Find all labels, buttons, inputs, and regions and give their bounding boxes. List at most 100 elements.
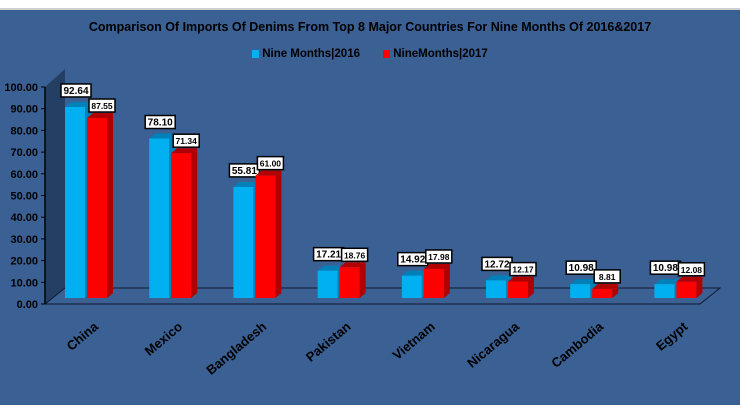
x-tick-label: Bangladesh	[203, 319, 269, 378]
data-label: 8.81	[599, 272, 616, 282]
data-label-box	[677, 262, 706, 277]
data-label-box	[565, 260, 597, 275]
data-label: 10.98	[653, 263, 678, 274]
data-label-box	[425, 249, 453, 264]
bar-side	[359, 262, 366, 298]
data-label: 12.17	[512, 265, 534, 275]
bar-top	[592, 283, 619, 289]
y-tick-label: 70.00	[10, 147, 38, 159]
bar-top	[508, 276, 534, 282]
chart-area: Comparison Of Imports Of Denims From Top…	[0, 10, 740, 405]
bar-top	[65, 101, 91, 107]
y-tick-label: 10.00	[10, 277, 38, 289]
y-tick-label: 40.00	[10, 212, 38, 224]
legend-swatch	[252, 50, 260, 58]
bar-side	[443, 263, 450, 298]
data-label: 12.08	[681, 265, 703, 275]
y-tick-label: 80.00	[10, 125, 38, 137]
bar-bangladesh-2017	[255, 175, 276, 298]
bar-side	[107, 113, 113, 298]
bar-mexico-2016	[149, 138, 170, 298]
bar-egypt-2016	[654, 284, 675, 298]
bar-side	[612, 283, 619, 298]
bar-top	[401, 270, 428, 276]
bar-nicaragua-2016	[486, 280, 506, 298]
data-label-box	[228, 163, 261, 178]
bar-side	[191, 148, 198, 298]
bar-nicaragua-2017	[508, 281, 528, 298]
bar-cambodia-2016	[570, 284, 591, 298]
bar-china-2017	[87, 118, 107, 298]
bar-bangladesh-2016	[233, 186, 254, 298]
bar-top	[255, 170, 282, 176]
data-label-box	[172, 133, 200, 148]
legend-item-2017: NineMonths|2017	[383, 48, 488, 60]
x-tick-label: Nicaragua	[464, 318, 522, 370]
data-label: 12.72	[484, 259, 509, 270]
bar-side	[275, 170, 282, 298]
bar-top	[233, 181, 260, 187]
bar-pakistan-2016	[317, 270, 338, 298]
data-label-box	[144, 114, 176, 130]
bar-side	[696, 276, 703, 298]
x-tick-label: Pakistan	[303, 319, 354, 365]
bar-top	[654, 279, 681, 285]
chart-title: Comparison Of Imports Of Denims From Top…	[88, 20, 652, 34]
data-label-box	[340, 247, 369, 263]
bar-top	[339, 262, 366, 268]
legend-label: NineMonths|2017	[393, 48, 488, 60]
data-label: 55.81	[232, 166, 257, 177]
side-wall	[45, 69, 65, 304]
data-label: 71.34	[176, 136, 198, 146]
bar-vietnam-2016	[401, 275, 422, 298]
bar-egypt-2017	[676, 281, 697, 298]
bar-side	[528, 276, 534, 298]
x-tick-label: China	[64, 318, 102, 353]
x-tick-label: Vietnam	[390, 319, 438, 363]
data-label: 17.21	[316, 250, 341, 261]
y-tick-label: 30.00	[10, 234, 38, 246]
bar-top	[423, 263, 450, 269]
x-tick-label: Mexico	[142, 319, 185, 359]
floor	[43, 287, 722, 305]
y-tick-label: 20.00	[10, 256, 38, 268]
data-label-box	[88, 98, 116, 113]
data-label: 14.92	[400, 255, 425, 266]
x-tick-label: Cambodia	[548, 318, 606, 370]
data-label-box	[60, 83, 92, 98]
bar-top	[171, 148, 198, 154]
legend-swatch	[383, 50, 391, 58]
data-label: 78.10	[148, 118, 173, 129]
data-label: 17.98	[428, 252, 450, 262]
y-tick-label: 60.00	[10, 169, 38, 181]
y-tick-label: 90.00	[10, 104, 38, 116]
legend: Nine Months|2016 NineMonths|2017	[0, 48, 740, 60]
bar-cambodia-2017	[592, 288, 613, 298]
bar-top	[570, 279, 597, 285]
y-tick-label: 50.00	[10, 191, 38, 203]
data-label: 87.55	[91, 101, 113, 111]
legend-label: Nine Months|2016	[262, 48, 360, 60]
data-label: 18.76	[344, 250, 366, 260]
bar-mexico-2017	[171, 153, 192, 298]
bar-top	[317, 265, 344, 271]
plot: 0.00 10.00 20.00 30.00 40.00 50.00 60.00 70.00 8…	[4, 69, 722, 378]
bar-china-2016	[65, 106, 85, 299]
data-label: 10.98	[569, 263, 594, 274]
window-top-strip	[0, 0, 740, 10]
bar-vietnam-2017	[423, 268, 444, 298]
data-label: 92.64	[63, 86, 88, 97]
y-tick-label: 100.00	[4, 82, 38, 94]
x-tick-label: Egypt	[653, 318, 691, 353]
bar-top	[149, 133, 176, 139]
y-tick-label: 0.00	[17, 299, 38, 311]
data-label: 61.00	[260, 159, 282, 169]
legend-item-2016: Nine Months|2016	[252, 48, 360, 60]
bar-top	[486, 275, 512, 281]
data-label-box	[593, 269, 621, 284]
bar-pakistan-2017	[339, 267, 360, 298]
bar-top	[87, 113, 113, 119]
bar-top	[676, 276, 703, 282]
data-label-box	[509, 261, 537, 277]
data-label-box	[256, 155, 285, 171]
